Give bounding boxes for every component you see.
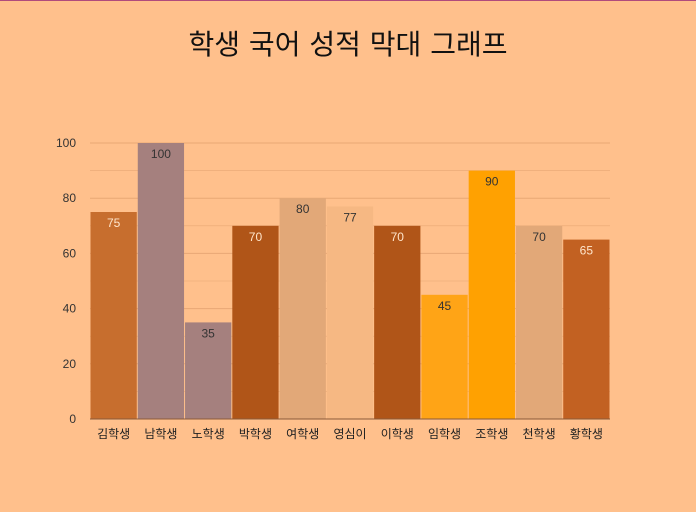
data-label: 70: [249, 230, 263, 244]
x-category-label: 황학생: [570, 427, 603, 441]
x-category-label: 박학생: [239, 427, 272, 441]
data-label: 65: [580, 244, 594, 258]
y-tick-label: 60: [63, 246, 77, 260]
bar: [232, 225, 279, 419]
bar: [279, 198, 326, 419]
bar: [468, 170, 515, 419]
x-category-label: 이학생: [381, 427, 414, 441]
bar: [515, 225, 563, 419]
data-label: 35: [202, 326, 216, 340]
bar: [421, 294, 468, 419]
data-label: 100: [151, 147, 171, 161]
y-tick-label: 0: [69, 412, 76, 426]
bar: [137, 143, 185, 419]
data-label: 70: [532, 230, 546, 244]
x-category-label: 천학생: [523, 426, 556, 441]
bar: [185, 322, 232, 419]
x-category-label: 남학생: [144, 427, 177, 441]
x-category-label: 노학생: [192, 427, 225, 441]
bar: [326, 206, 374, 419]
data-label: 90: [485, 175, 499, 189]
x-category-label: 김학생: [97, 427, 130, 441]
data-label: 77: [343, 210, 357, 224]
x-category-label: 임학생: [428, 427, 461, 441]
data-label: 70: [391, 230, 405, 244]
bars: [90, 143, 610, 419]
y-tick-label: 40: [63, 302, 77, 316]
x-category-label: 조학생: [475, 427, 508, 441]
bar: [374, 225, 421, 419]
labels: 0 20 40 60 80 100 75 김학생 100 남학생 35 노학생 70 박학생 80 여학생 77…: [56, 136, 603, 441]
y-tick-label: 20: [63, 357, 77, 371]
y-tick-label: 100: [56, 136, 76, 150]
data-label: 75: [107, 216, 121, 230]
y-tick-label: 80: [63, 191, 77, 205]
chart-title: 학생 국어 성적 막대 그래프: [188, 28, 508, 61]
bar: [563, 239, 610, 419]
data-label: 45: [438, 299, 452, 313]
x-category-label: 여학생: [286, 427, 319, 441]
x-category-label: 영심이: [333, 427, 366, 441]
bar: [90, 212, 137, 419]
data-label: 80: [296, 202, 310, 216]
